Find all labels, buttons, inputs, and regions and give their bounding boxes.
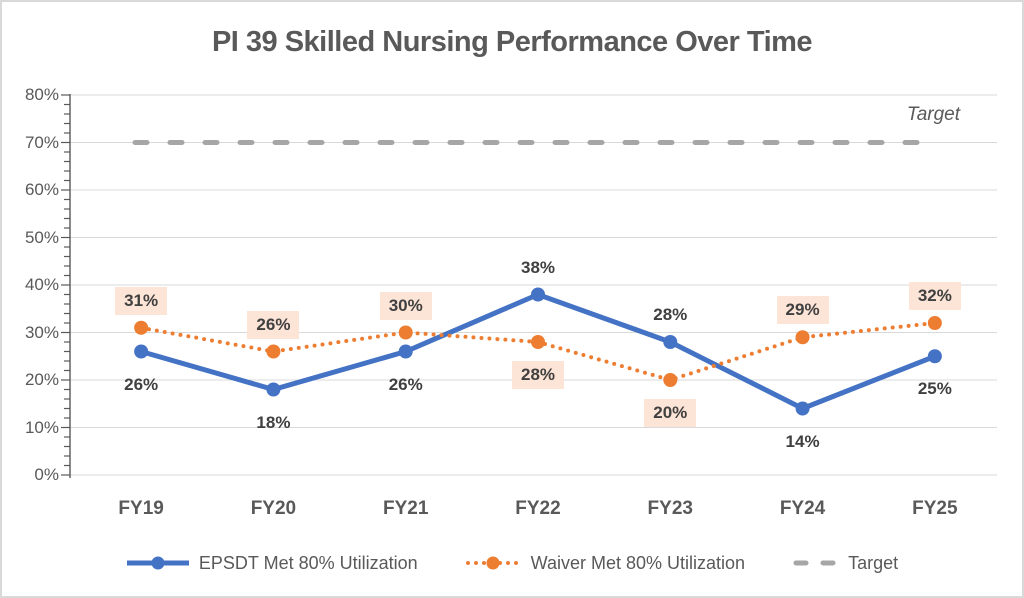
series-line-0 [140, 291, 936, 412]
x-axis-label-fy25: FY25 [912, 498, 958, 519]
chart-title: PI 39 Skilled Nursing Performance Over T… [211, 26, 813, 58]
legend-label-waiver: Waiver Met 80% Utilization [530, 552, 746, 573]
x-axis: FY19 FY20 FY21 FY22 FY23 FY24 FY25 [75, 498, 1001, 520]
series-line-1 [139, 321, 937, 383]
dashed-line-sample-icon [793, 560, 837, 566]
x-axis-label-fy22: FY22 [515, 498, 561, 519]
x-axis-label-fy19: FY19 [118, 498, 164, 519]
legend-item-target: Target [791, 553, 898, 574]
x-axis-label-fy21: FY21 [382, 498, 429, 519]
x-axis-label-fy24: FY24 [779, 498, 826, 519]
legend-item-waiver: Waiver Met 80% Utilization [464, 553, 745, 574]
legend-label-epsdt: EPSDT Met 80% Utilization [198, 552, 418, 573]
solid-line-sample-icon [126, 556, 189, 570]
y-axis-ticks [61, 94, 71, 478]
series-markers-0 [134, 287, 942, 416]
legend-item-epsdt: EPSDT Met 80% Utilization [126, 553, 418, 574]
x-axis-label-fy20: FY20 [250, 498, 297, 519]
gridlines [70, 94, 997, 476]
x-axis-label-fy23: FY23 [647, 498, 693, 519]
dotted-line-sample-icon [465, 556, 522, 570]
series-markers-1 [134, 316, 942, 387]
legend: EPSDT Met 80% Utilization Waiver Met 80%… [2, 548, 1022, 578]
legend-label-target: Target [848, 552, 899, 573]
target-line-label: Target [906, 104, 960, 125]
